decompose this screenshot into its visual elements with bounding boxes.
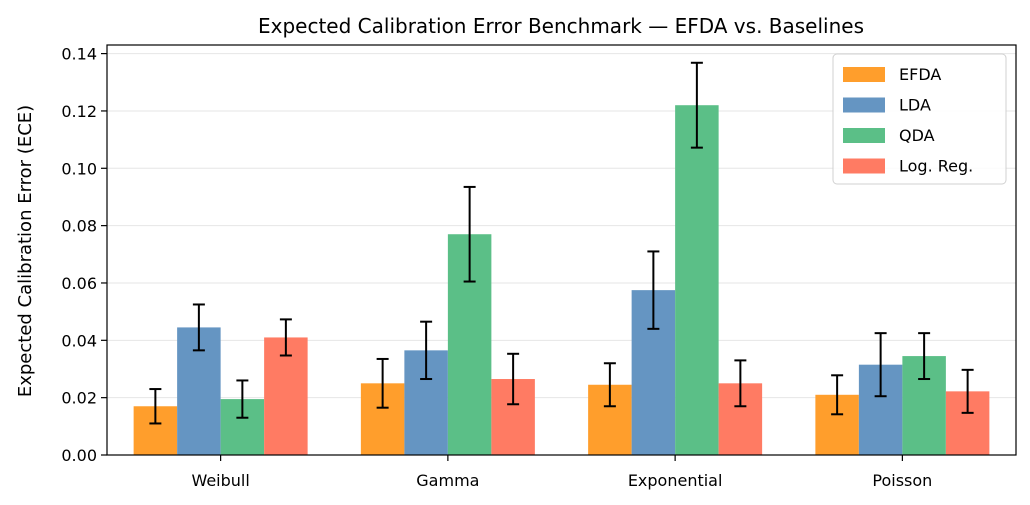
legend-swatch xyxy=(843,128,885,143)
y-tick-label: 0.12 xyxy=(61,102,97,121)
error-bars-group xyxy=(149,61,974,425)
legend-swatch xyxy=(843,158,885,174)
legend-label: EFDA xyxy=(899,65,941,84)
legend-label: QDA xyxy=(899,126,935,145)
gridlines xyxy=(107,53,1016,399)
x-tick-label: Exponential xyxy=(628,471,723,490)
y-tick-label: 0.14 xyxy=(61,45,97,64)
legend-swatch xyxy=(843,67,885,82)
bar xyxy=(264,337,308,455)
y-tick-label: 0.10 xyxy=(61,159,97,178)
y-tick-label: 0.00 xyxy=(61,446,97,465)
y-axis-label: Expected Calibration Error (ECE) xyxy=(15,105,36,397)
plot-frame xyxy=(106,44,1017,456)
legend-label: Log. Reg. xyxy=(899,157,973,176)
y-tick-label: 0.08 xyxy=(61,217,97,236)
legend-label: LDA xyxy=(899,96,931,115)
legend-box xyxy=(832,53,1007,185)
bar xyxy=(675,105,719,456)
y-tick-label: 0.06 xyxy=(61,274,97,293)
x-tick-label: Weibull xyxy=(191,471,249,490)
y-tick-label: 0.04 xyxy=(61,331,97,350)
x-tick-label: Poisson xyxy=(872,471,932,490)
legend-swatch xyxy=(843,97,885,113)
axes-group: 0.00 0.02 0.04 0.06 0.08 0.10 0.12 0.14 Weibull G… xyxy=(61,44,1017,490)
y-tick-label: 0.02 xyxy=(61,389,97,408)
chart-title: Expected Calibration Error Benchmark — E… xyxy=(258,14,864,38)
x-tick-label: Gamma xyxy=(416,471,479,490)
legend: EFDA LDA QDA Log. Reg. xyxy=(832,53,1007,185)
